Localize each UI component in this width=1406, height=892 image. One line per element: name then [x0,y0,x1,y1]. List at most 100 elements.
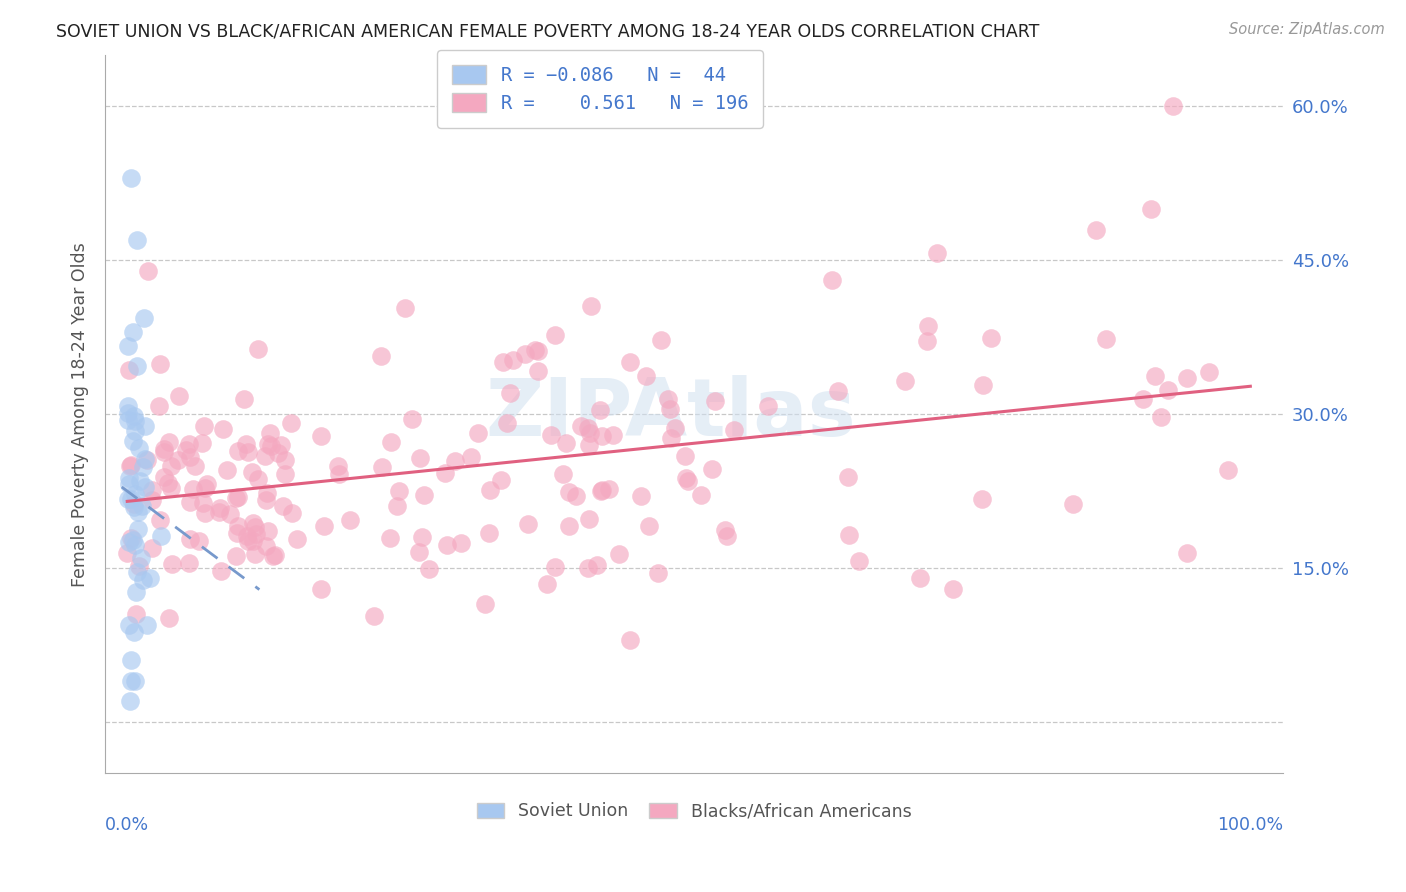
Y-axis label: Female Poverty Among 18-24 Year Olds: Female Poverty Among 18-24 Year Olds [72,242,89,587]
Point [127,505,149,519]
Point [309,582,332,597]
Point [225,491,247,505]
Point [408,544,430,558]
Point [195,477,218,491]
Point [117,491,139,506]
Point [578,438,600,452]
Point [630,489,652,503]
Point [125,607,148,622]
Point [467,425,489,440]
Point [124,585,146,599]
Point [716,529,738,543]
Point [411,529,433,543]
Point [226,490,249,504]
Point [253,449,276,463]
Point [638,518,661,533]
Point [569,419,592,434]
Point [157,435,180,450]
Point [129,550,152,565]
Point [134,451,156,466]
Point [131,573,153,587]
Point [1085,222,1108,236]
Point [758,400,780,414]
Point [194,506,217,520]
Point [607,547,630,561]
Point [1175,546,1198,560]
Point [153,470,176,484]
Point [394,301,416,315]
Point [124,673,146,688]
Point [245,527,267,541]
Point [120,653,142,667]
Point [122,325,145,339]
Point [450,536,472,550]
Point [157,476,180,491]
Point [380,531,402,545]
Point [136,617,159,632]
Point [245,547,267,561]
Point [167,389,190,403]
Point [179,533,201,547]
Point [120,694,142,708]
Point [280,506,302,520]
Point [527,364,550,378]
Point [187,533,209,548]
Legend: Soviet Union, Blacks/African Americans: Soviet Union, Blacks/African Americans [468,794,921,830]
Point [576,560,599,574]
Point [136,453,159,467]
Text: Source: ZipAtlas.com: Source: ZipAtlas.com [1229,22,1385,37]
Point [821,273,844,287]
Point [312,519,335,533]
Point [124,424,146,438]
Point [127,359,149,374]
Point [499,386,522,401]
Point [564,489,586,503]
Point [274,467,297,482]
Point [690,488,713,502]
Point [544,327,567,342]
Point [122,624,145,639]
Point [917,319,939,334]
Point [128,559,150,574]
Point [124,487,146,501]
Point [848,554,870,568]
Point [460,450,482,464]
Point [908,571,931,585]
Point [236,534,259,549]
Point [673,449,696,463]
Point [242,516,264,530]
Point [193,419,215,434]
Point [141,492,163,507]
Point [496,417,519,431]
Point [664,421,686,435]
Point [309,429,332,443]
Point [124,414,146,428]
Point [122,409,145,423]
Point [235,437,257,451]
Point [209,564,232,578]
Point [124,538,146,552]
Point [256,486,278,500]
Point [132,311,155,326]
Point [117,400,139,414]
Point [1140,202,1163,216]
Point [134,479,156,493]
Point [194,481,217,495]
Point [328,467,350,481]
Point [120,458,142,472]
Text: 100.0%: 100.0% [1218,816,1284,834]
Point [267,446,290,460]
Point [581,299,603,313]
Point [657,392,679,406]
Point [238,445,260,459]
Point [578,426,600,441]
Point [117,546,139,560]
Point [558,485,581,500]
Point [523,343,546,358]
Point [120,492,142,507]
Point [150,529,173,543]
Point [388,484,411,499]
Point [157,611,180,625]
Point [136,264,159,278]
Point [118,618,141,632]
